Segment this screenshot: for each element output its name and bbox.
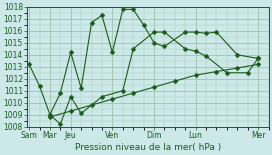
X-axis label: Pression niveau de la mer( hPa ): Pression niveau de la mer( hPa ) xyxy=(75,143,221,152)
